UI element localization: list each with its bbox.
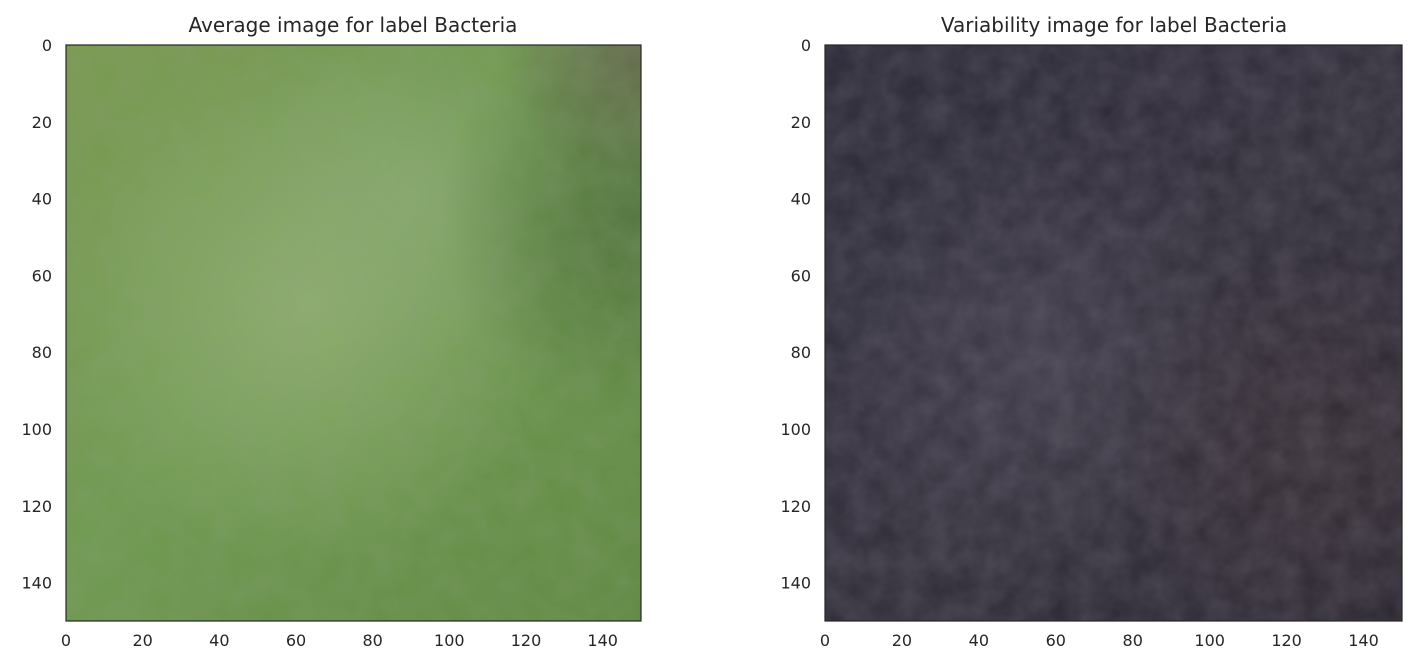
x-tick-label: 120 <box>511 631 542 650</box>
y-tick-label: 100 <box>780 420 811 439</box>
panel-2-x-ticks: 0 20 40 60 80 100 120 140 <box>820 631 1379 650</box>
panel-2-frame <box>824 44 1403 622</box>
y-tick-label: 120 <box>780 497 811 516</box>
y-tick-label: 0 <box>801 36 811 55</box>
panel-1-frame <box>65 44 642 622</box>
y-tick-label: 20 <box>32 113 52 132</box>
panel-1-image <box>66 45 641 621</box>
y-tick-label: 40 <box>32 190 52 209</box>
panel-1-title: Average image for label Bacteria <box>189 13 518 37</box>
panel-2-image <box>825 45 1402 621</box>
y-tick-label: 20 <box>791 113 811 132</box>
panel-1-y-ticks: 0 20 40 60 80 100 120 140 <box>21 36 52 593</box>
y-tick-label: 80 <box>791 343 811 362</box>
x-tick-label: 0 <box>61 631 71 650</box>
x-tick-label: 80 <box>362 631 382 650</box>
y-tick-label: 100 <box>21 420 52 439</box>
panel-2-title: Variability image for label Bacteria <box>941 13 1287 37</box>
y-tick-label: 120 <box>21 497 52 516</box>
x-tick-label: 80 <box>1123 631 1143 650</box>
x-tick-label: 140 <box>587 631 618 650</box>
x-tick-label: 140 <box>1348 631 1379 650</box>
x-tick-label: 100 <box>1194 631 1225 650</box>
panel-2-y-ticks: 0 20 40 60 80 100 120 140 <box>780 36 811 593</box>
y-tick-label: 80 <box>32 343 52 362</box>
panel-variability: Variability image for label Bacteria 0 20… <box>780 13 1403 650</box>
x-tick-label: 40 <box>209 631 229 650</box>
x-tick-label: 60 <box>1046 631 1066 650</box>
x-tick-label: 20 <box>892 631 912 650</box>
x-tick-label: 40 <box>969 631 989 650</box>
x-tick-label: 100 <box>434 631 465 650</box>
y-tick-label: 40 <box>791 190 811 209</box>
x-tick-label: 120 <box>1271 631 1302 650</box>
y-tick-label: 60 <box>32 266 52 285</box>
y-tick-label: 60 <box>791 266 811 285</box>
panel-1-x-ticks: 0 20 40 60 80 100 120 140 <box>61 631 618 650</box>
x-tick-label: 0 <box>820 631 830 650</box>
panel-average: Average image for label Bacteria 0 20 40 60… <box>21 13 642 650</box>
y-tick-label: 140 <box>21 574 52 593</box>
y-tick-label: 0 <box>42 36 52 55</box>
y-tick-label: 140 <box>780 574 811 593</box>
x-tick-label: 60 <box>286 631 306 650</box>
x-tick-label: 20 <box>132 631 152 650</box>
